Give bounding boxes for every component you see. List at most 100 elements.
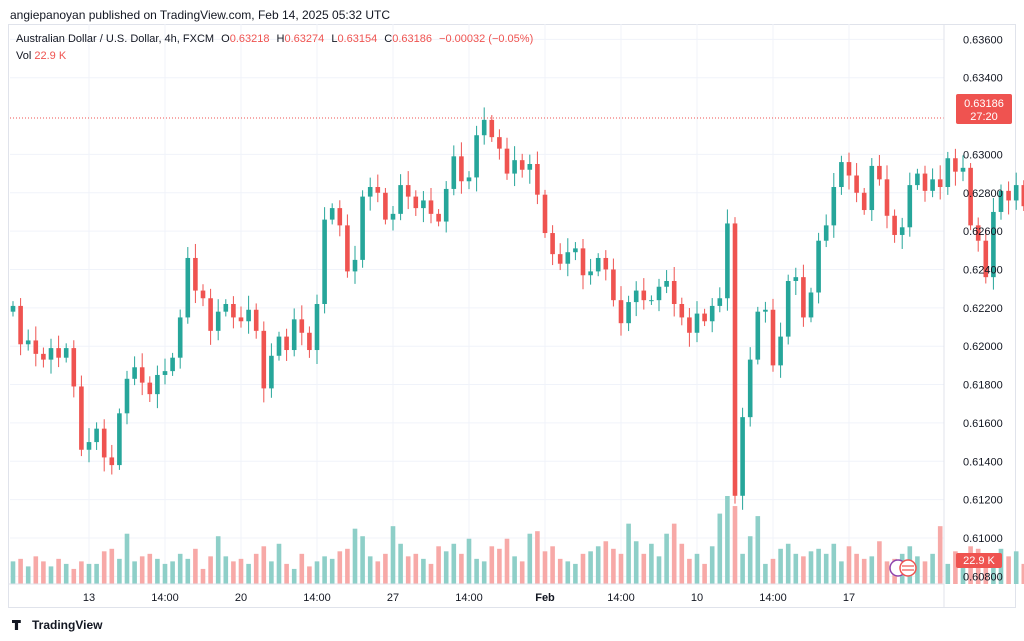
candle-body <box>930 179 935 191</box>
candle-body <box>573 248 578 253</box>
candle-body <box>1006 190 1011 201</box>
candle-body <box>1021 185 1024 207</box>
candle-body <box>41 353 46 360</box>
candle-body <box>291 319 297 351</box>
candle-body <box>975 225 981 241</box>
candle-body <box>732 223 738 496</box>
candle-body <box>884 179 890 216</box>
candle-body <box>132 367 137 379</box>
volume-bar <box>1013 551 1019 584</box>
volume-bar <box>269 561 274 584</box>
y-tick-label: 0.63400 <box>963 73 1003 85</box>
candle-body <box>740 417 745 496</box>
candle-body <box>747 359 753 418</box>
volume-bar <box>983 561 989 584</box>
x-tick-label: 14:00 <box>607 592 635 604</box>
candle-body <box>109 457 115 466</box>
price-badge-countdown: 27:20 <box>970 111 998 123</box>
volume-bar <box>922 561 928 584</box>
volume-bar <box>846 546 852 584</box>
volume-badge-value: 22.9 K <box>963 555 995 567</box>
candle-body <box>542 194 548 234</box>
candle-body <box>231 304 236 318</box>
volume-bar <box>1006 556 1011 584</box>
candle-body <box>998 190 1004 212</box>
volume-bar <box>915 556 920 584</box>
y-tick-label: 0.62800 <box>963 188 1003 200</box>
candle-body <box>459 156 464 182</box>
candle-body <box>595 257 601 272</box>
candle-body <box>778 336 783 366</box>
candle-body <box>238 317 244 322</box>
o-value: 0.63218 <box>229 33 270 45</box>
price-axis: 0.63600 0.63400 0.63000 0.62800 0.62600 0.624… <box>963 34 1003 583</box>
candle-body <box>808 292 814 318</box>
candle-body <box>481 119 487 136</box>
y-tick-label: 0.61400 <box>963 456 1003 468</box>
candle-body <box>33 340 39 354</box>
candle-body <box>79 386 84 450</box>
vol-value: 22.9 K <box>34 50 67 62</box>
volume-bar <box>550 546 555 584</box>
candle-body <box>641 290 647 301</box>
volume-bar <box>314 561 320 584</box>
volume-bar <box>466 538 472 584</box>
candle-body <box>823 225 829 241</box>
volume-bar <box>861 558 867 584</box>
x-tick-label: Feb <box>535 592 555 604</box>
candle-body <box>261 330 267 389</box>
volume-bar <box>253 553 259 584</box>
candle-body <box>922 173 928 191</box>
volume-bar <box>322 556 327 584</box>
change-value: −0.00032 (−0.05%) <box>439 33 534 45</box>
volume-bar <box>246 563 251 584</box>
volume-bar <box>694 553 700 584</box>
candle-body <box>139 367 145 383</box>
volume-bar <box>945 563 951 584</box>
volume-bar <box>953 551 958 584</box>
candle-body <box>991 211 996 278</box>
volume-bar <box>238 558 244 584</box>
volume-bar <box>937 526 943 584</box>
candle-body <box>519 160 525 170</box>
y-tick-label: 0.62600 <box>963 226 1003 238</box>
volume-bar <box>109 548 115 584</box>
volume-bar <box>223 556 229 584</box>
candle-body <box>208 298 213 331</box>
o-label: O <box>221 33 230 45</box>
footer-brand[interactable]: TradingView <box>12 618 102 632</box>
candle-body <box>345 225 350 272</box>
volume-bar <box>33 556 39 584</box>
candle-body <box>816 240 821 293</box>
symbol-title: Australian Dollar / U.S. Dollar, 4h, FXC… <box>16 33 215 45</box>
candle-body <box>352 259 358 272</box>
volume-bar <box>656 556 662 584</box>
candle-body <box>253 309 259 331</box>
candle-body <box>512 160 517 174</box>
volume-bar <box>535 531 540 584</box>
volume-bar <box>101 551 107 584</box>
volume-bar <box>580 553 586 584</box>
candle-body <box>633 290 639 303</box>
candle-body <box>899 227 905 235</box>
volume-bar <box>276 543 282 584</box>
x-tick-label: 14:00 <box>455 592 483 604</box>
volume-bar <box>816 548 821 584</box>
candle-body <box>269 355 274 389</box>
candle-body <box>276 336 282 356</box>
c-value: 0.63186 <box>392 33 432 45</box>
candle-body <box>10 305 16 312</box>
volume-bar <box>679 543 685 584</box>
volume-bar <box>854 553 859 584</box>
volume-bar <box>1021 563 1024 584</box>
volume-bar <box>451 543 457 584</box>
volume-bar <box>671 523 677 584</box>
volume-bar <box>740 553 745 584</box>
candle-body <box>801 277 806 318</box>
candle-body <box>63 348 69 358</box>
volume-bar <box>960 556 966 584</box>
h-value: 0.63274 <box>284 33 325 45</box>
volume-bar <box>352 528 358 584</box>
volume-bar <box>124 533 130 584</box>
